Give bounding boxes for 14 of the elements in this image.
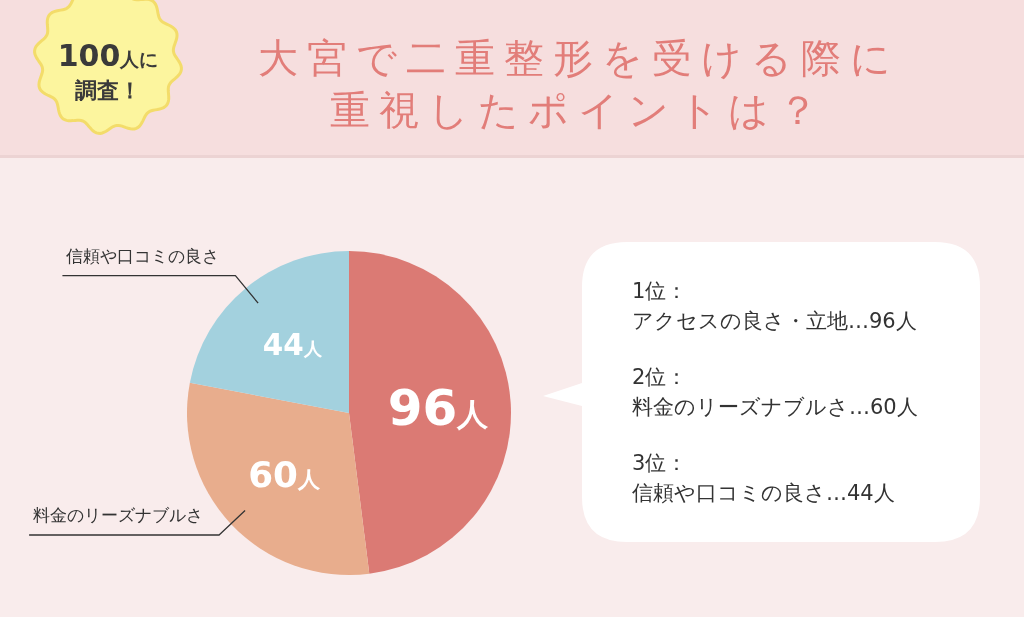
title: 大宮で二重整形を受ける際に重視したポイントは？ xyxy=(257,35,900,133)
callout-text: 料金のリーズナブルさ…60人 xyxy=(632,395,918,419)
callout-text: 1位： xyxy=(632,279,688,303)
value-label: 60人 xyxy=(248,453,320,495)
badge-text: 100人に xyxy=(57,38,159,73)
badge-text: 調査！ xyxy=(75,78,141,103)
category-label: 料金のリーズナブルさ xyxy=(33,505,204,525)
callout-text: 2位： xyxy=(632,365,688,389)
value-label: 96人 xyxy=(387,379,489,438)
callout-text: アクセスの良さ・立地…96人 xyxy=(632,309,917,333)
category-label: 信頼や口コミの良さ xyxy=(66,245,220,266)
callout-text: 3位： xyxy=(632,451,688,475)
callout-text: 信頼や口コミの良さ…44人 xyxy=(632,481,895,505)
value-label: 44人 xyxy=(262,327,322,362)
